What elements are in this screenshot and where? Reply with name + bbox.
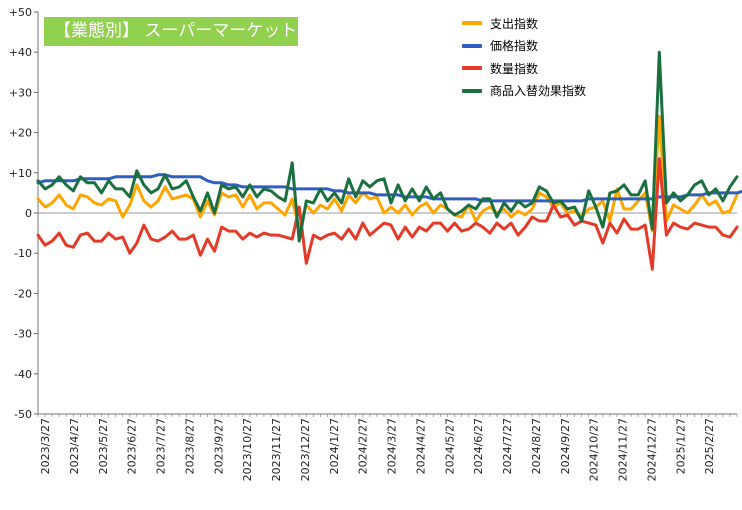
x-tick-label: 2023/8/27 [183, 418, 196, 474]
legend-label-quantity: 数量指数 [490, 61, 539, 76]
legend-label-spending: 支出指数 [490, 16, 539, 31]
x-tick-label: 2025/2/27 [703, 418, 716, 474]
legend-item-replacement: 商品入替効果指数 [462, 80, 586, 103]
x-tick-label: 2023/5/27 [97, 418, 110, 474]
y-tick-label: -10 [14, 247, 32, 260]
y-tick-label: +30 [9, 86, 32, 99]
x-tick-label: 2024/4/27 [414, 418, 427, 474]
x-tick-label: 2023/10/27 [241, 418, 254, 481]
x-tick-label: 2023/6/27 [126, 418, 139, 474]
x-tick-label: 2023/3/27 [39, 418, 52, 474]
legend-label-price: 価格指数 [490, 39, 539, 54]
x-tick-label: 2024/10/27 [588, 418, 601, 481]
series-line-quantity [36, 157, 739, 271]
x-tick-label: 2024/3/27 [386, 418, 399, 474]
y-tick-label: +20 [9, 127, 32, 140]
series-line-spending [36, 115, 739, 233]
x-tick-label: 2024/7/27 [501, 418, 514, 474]
series-line-price [36, 173, 742, 203]
x-tick-label: 2023/7/27 [155, 418, 168, 474]
legend-swatch-spending [462, 21, 482, 26]
legend-swatch-replacement [462, 88, 482, 93]
y-tick-label: +10 [9, 167, 32, 180]
x-tick-label: 2023/12/27 [299, 418, 312, 481]
x-tick-label: 2023/9/27 [212, 418, 225, 474]
legend-swatch-price [462, 43, 482, 48]
x-tick-label: 2024/1/27 [328, 418, 341, 474]
x-tick-label: 2024/5/27 [443, 418, 456, 474]
legend-label-replacement: 商品入替効果指数 [490, 84, 587, 99]
x-tick-label: 2024/12/27 [645, 418, 658, 481]
x-tick-label: 2024/2/27 [357, 418, 370, 474]
legend-item-price: 価格指数 [462, 35, 586, 58]
legend-swatch-quantity [462, 66, 482, 71]
x-tick-label: 2023/11/27 [270, 418, 283, 481]
y-tick-label: -50 [14, 408, 32, 421]
x-tick-label: 2024/9/27 [559, 418, 572, 474]
legend-item-quantity: 数量指数 [462, 57, 586, 80]
y-tick-label: +50 [9, 6, 32, 19]
y-tick-label: -30 [14, 328, 32, 341]
series-line-replacement [36, 50, 739, 243]
legend: 支出指数 価格指数 数量指数 商品入替効果指数 [462, 12, 586, 102]
y-tick-label: 0 [25, 207, 32, 220]
x-tick-label: 2023/4/27 [68, 418, 81, 474]
x-tick-label: 2024/8/27 [530, 418, 543, 474]
y-tick-label: +40 [9, 46, 32, 59]
legend-item-spending: 支出指数 [462, 12, 586, 35]
x-tick-label: 2025/1/27 [674, 418, 687, 474]
y-tick-label: -40 [14, 368, 32, 381]
x-tick-label: 2024/6/27 [472, 418, 485, 474]
y-tick-label: -20 [14, 287, 32, 300]
x-tick-label: 2024/11/27 [617, 418, 630, 481]
chart-title: 【業態別】 スーパーマーケット [44, 17, 298, 46]
